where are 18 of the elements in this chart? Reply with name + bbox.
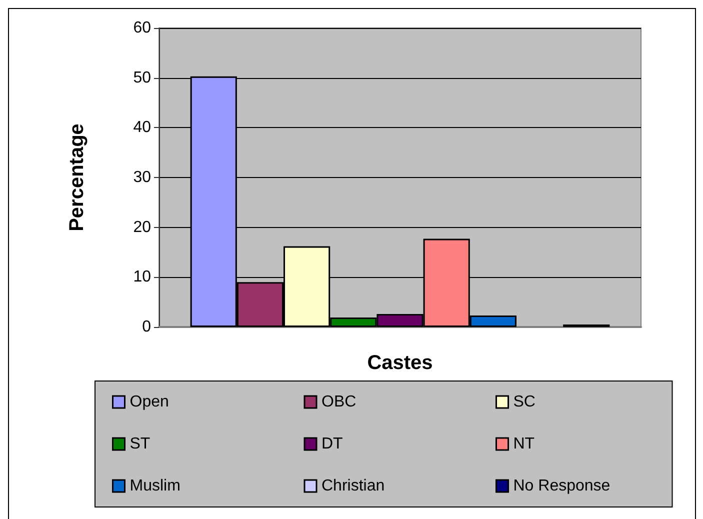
y-axis-title: Percentage (66, 124, 88, 232)
legend-label: SC (513, 394, 536, 410)
legend-label: Open (130, 394, 169, 410)
legend-label: ST (130, 436, 150, 452)
y-tick-label: 0 (142, 318, 152, 336)
y-tick-label: 50 (133, 69, 152, 86)
y-tick-label: 10 (133, 268, 152, 286)
legend-label: OBC (322, 394, 356, 410)
y-tick-label: 20 (133, 218, 152, 236)
legend-label: DT (322, 436, 344, 452)
legend-label: Muslim (130, 478, 180, 494)
x-axis-title: Castes (367, 352, 433, 374)
legend-label: Christian (322, 478, 385, 494)
y-tick-label: 40 (133, 119, 152, 136)
y-tick-label: 30 (133, 169, 152, 186)
y-tick-label: 60 (133, 20, 152, 36)
legend-label: No Response (513, 478, 610, 494)
legend-label: NT (513, 436, 535, 452)
